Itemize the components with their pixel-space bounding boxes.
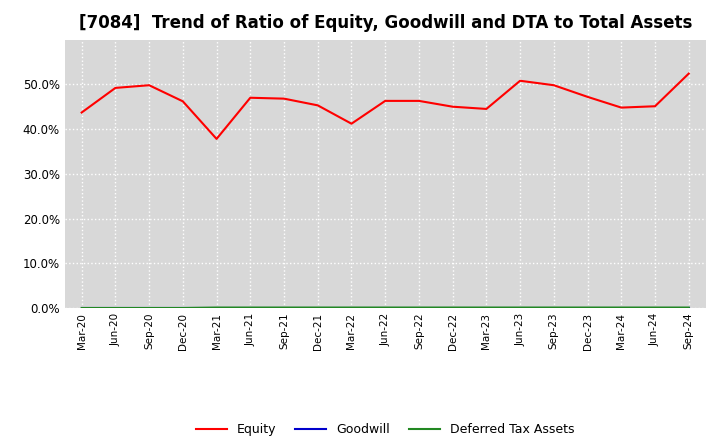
Equity [516, 78, 524, 84]
Goodwill [651, 305, 660, 311]
Deferred Tax Assets [651, 305, 660, 310]
Goodwill [516, 305, 524, 311]
Goodwill [145, 305, 153, 311]
Equity [583, 94, 592, 99]
Deferred Tax Assets [347, 305, 356, 310]
Goodwill [549, 305, 558, 311]
Equity [246, 95, 255, 100]
Equity [279, 96, 288, 101]
Equity [617, 105, 626, 110]
Deferred Tax Assets [179, 305, 187, 311]
Deferred Tax Assets [111, 305, 120, 311]
Deferred Tax Assets [212, 305, 221, 310]
Goodwill [347, 305, 356, 311]
Goodwill [111, 305, 120, 311]
Deferred Tax Assets [549, 305, 558, 310]
Line: Equity: Equity [81, 73, 689, 139]
Goodwill [246, 305, 255, 311]
Equity [482, 106, 491, 112]
Equity [347, 121, 356, 126]
Deferred Tax Assets [617, 305, 626, 310]
Deferred Tax Assets [482, 305, 491, 310]
Deferred Tax Assets [381, 305, 390, 310]
Equity [549, 83, 558, 88]
Equity [685, 71, 693, 76]
Equity [212, 136, 221, 142]
Deferred Tax Assets [77, 305, 86, 311]
Equity [449, 104, 457, 109]
Goodwill [77, 305, 86, 311]
Goodwill [482, 305, 491, 311]
Goodwill [179, 305, 187, 311]
Goodwill [313, 305, 322, 311]
Goodwill [279, 305, 288, 311]
Equity [179, 99, 187, 104]
Goodwill [685, 305, 693, 311]
Deferred Tax Assets [279, 305, 288, 310]
Equity [381, 98, 390, 103]
Goodwill [617, 305, 626, 311]
Deferred Tax Assets [583, 305, 592, 310]
Deferred Tax Assets [449, 305, 457, 310]
Deferred Tax Assets [516, 305, 524, 310]
Equity [313, 103, 322, 108]
Legend: Equity, Goodwill, Deferred Tax Assets: Equity, Goodwill, Deferred Tax Assets [191, 418, 580, 440]
Equity [145, 83, 153, 88]
Deferred Tax Assets [145, 305, 153, 311]
Equity [77, 110, 86, 115]
Equity [651, 103, 660, 109]
Deferred Tax Assets [685, 305, 693, 310]
Equity [111, 85, 120, 91]
Goodwill [381, 305, 390, 311]
Deferred Tax Assets [313, 305, 322, 310]
Goodwill [415, 305, 423, 311]
Equity [415, 98, 423, 103]
Title: [7084]  Trend of Ratio of Equity, Goodwill and DTA to Total Assets: [7084] Trend of Ratio of Equity, Goodwil… [78, 15, 692, 33]
Goodwill [212, 305, 221, 311]
Goodwill [583, 305, 592, 311]
Goodwill [449, 305, 457, 311]
Deferred Tax Assets [246, 305, 255, 310]
Deferred Tax Assets [415, 305, 423, 310]
